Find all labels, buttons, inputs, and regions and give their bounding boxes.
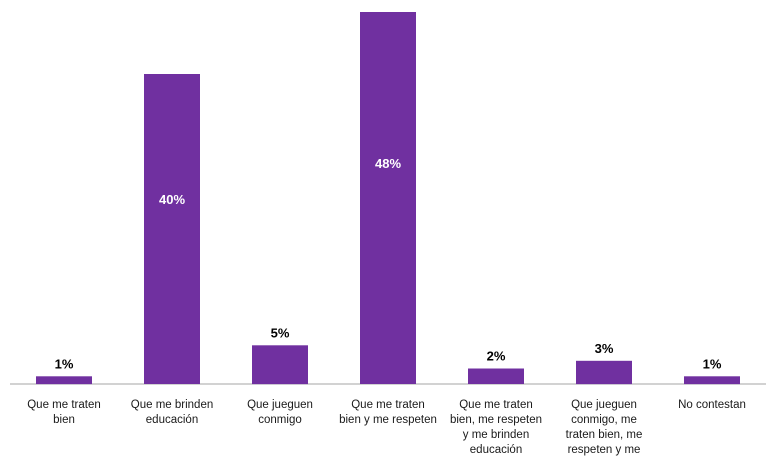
x-tick-line: Que me traten (459, 399, 533, 411)
bar-5 (468, 368, 524, 384)
x-tick-line: Que me brinden (131, 399, 213, 411)
x-tick-label-2: Que me brinden educación (131, 399, 213, 426)
x-tick-line: bien (53, 414, 75, 426)
value-label-group: 1% 40% 5% 48% 2% 3% 1% (55, 156, 722, 371)
value-label-1: 1% (55, 356, 74, 371)
x-tick-label-4: Que me traten bien y me respeten (339, 399, 437, 426)
x-tick-label-5: Que me traten bien, me respeten y me brind… (450, 399, 542, 456)
bar-6 (576, 360, 632, 385)
value-label-3: 5% (271, 325, 290, 340)
value-label-5: 2% (487, 349, 506, 364)
x-tick-label-7: No contestan (678, 399, 746, 411)
value-label-2: 40% (159, 192, 185, 207)
value-label-4: 48% (375, 156, 401, 171)
bar-7 (684, 376, 740, 385)
x-tick-line: Que me traten (27, 399, 101, 411)
x-tick-label-6: Que jueguen conmigo, me traten bien, me res… (566, 399, 643, 456)
x-tick-line: Que me traten (351, 399, 425, 411)
bar-group (36, 12, 740, 385)
bar-1 (36, 376, 92, 385)
x-tick-line: respeten y me (568, 444, 641, 456)
x-tick-line: bien, me respeten (450, 414, 542, 426)
value-label-6: 3% (595, 341, 614, 356)
x-tick-label-group: Que me traten bien Que me brinden educación… (27, 399, 746, 456)
x-tick-line: educación (146, 414, 198, 426)
bar-4 (360, 12, 416, 384)
bar-2 (144, 74, 200, 384)
x-tick-line: Que jueguen (247, 399, 313, 411)
x-tick-line: conmigo (258, 414, 301, 426)
x-tick-line: bien y me respeten (339, 414, 437, 426)
x-tick-line: No contestan (678, 399, 746, 411)
value-label-7: 1% (703, 356, 722, 371)
x-tick-line: educación (470, 444, 522, 456)
x-tick-line: traten bien, me (566, 429, 643, 441)
x-tick-label-3: Que jueguen conmigo (247, 399, 313, 426)
bar-3 (252, 345, 308, 385)
x-tick-line: conmigo, me (571, 414, 637, 426)
x-tick-label-1: Que me traten bien (27, 399, 101, 426)
x-tick-line: Que jueguen (571, 399, 637, 411)
x-tick-line: y me brinden (463, 429, 529, 441)
